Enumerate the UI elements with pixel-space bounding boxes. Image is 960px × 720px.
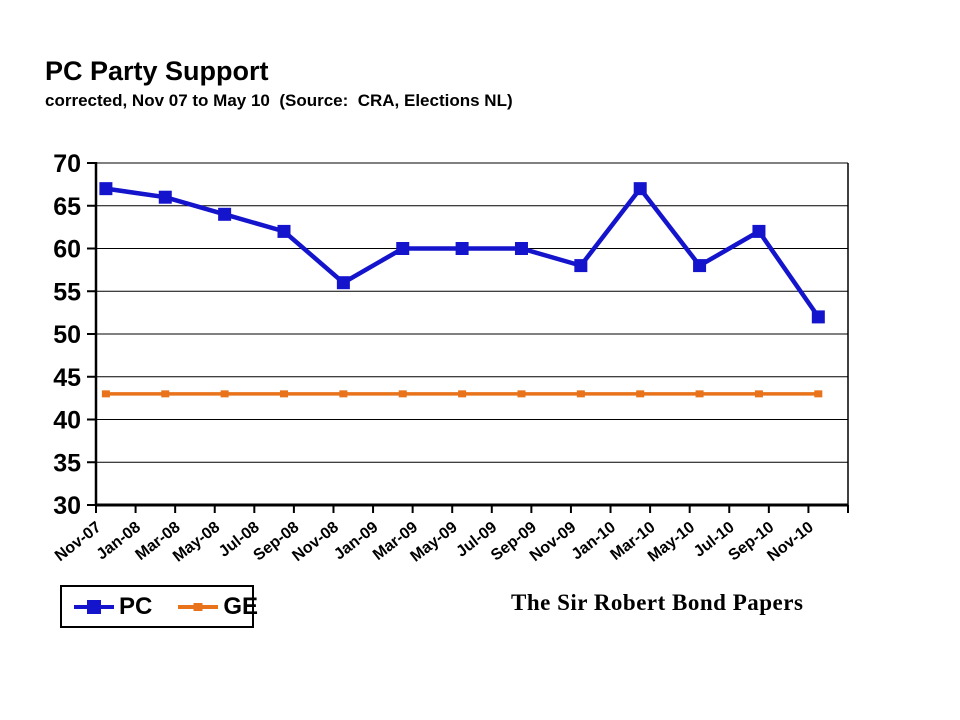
ge-series-marker [814, 390, 823, 398]
pc-series-marker [574, 259, 588, 273]
x-tick-label: Nov-08 [289, 519, 342, 565]
ge-series-marker [220, 390, 229, 398]
chart-legend: PC GE [60, 585, 258, 628]
chart-title: PC Party Support [45, 56, 269, 86]
legend-item-pc: PC [74, 592, 153, 620]
ge-series-marker [576, 390, 585, 398]
ge-series-marker [280, 390, 288, 398]
x-tick-label: Nov-07 [52, 519, 105, 565]
pc-series-marker [99, 182, 113, 196]
y-tick-label: 70 [53, 150, 81, 178]
ge-series-marker [517, 390, 526, 398]
ge-marker-icon [193, 602, 203, 611]
pc-series-marker [514, 242, 528, 255]
y-tick-label: 40 [53, 407, 81, 435]
pc-series-marker [811, 310, 825, 324]
pc-series-marker [336, 276, 350, 290]
ge-series-marker [101, 390, 110, 398]
x-tick-label: Nov-10 [764, 519, 817, 565]
ge-series-marker [398, 390, 407, 398]
pc-series-marker [633, 182, 647, 196]
legend-label-pc: PC [119, 592, 153, 620]
ge-series-marker [458, 390, 467, 398]
pc-series-marker [693, 259, 707, 273]
ge-series-marker [161, 390, 170, 398]
pc-series-marker [396, 242, 410, 255]
pc-marker-icon [87, 599, 101, 614]
y-tick-label: 55 [53, 278, 81, 306]
ge-series-marker [636, 390, 645, 398]
y-tick-label: 35 [53, 449, 81, 477]
pc-series-marker [752, 224, 766, 238]
ge-series-marker [754, 390, 763, 398]
legend-item-ge: GE [178, 592, 259, 620]
y-tick-label: 60 [53, 236, 81, 264]
pc-series-marker [218, 207, 232, 221]
y-tick-label: 50 [53, 321, 81, 349]
watermark-text: The Sir Robert Bond Papers [511, 590, 804, 615]
chart-subtitle: corrected, Nov 07 to May 10 (Source: CRA… [45, 91, 513, 110]
y-tick-label: 45 [53, 364, 81, 392]
y-tick-label: 30 [53, 492, 81, 520]
y-tick-label: 65 [53, 193, 81, 221]
ge-series-swatch-icon [178, 598, 219, 616]
pc-series-swatch-icon [74, 598, 114, 616]
pc-series-marker [277, 224, 291, 238]
pc-series-marker [455, 242, 469, 255]
legend-label-ge: GE [223, 592, 259, 620]
ge-series-marker [339, 390, 348, 398]
ge-series-marker [695, 390, 704, 398]
pc-series-marker [158, 190, 172, 204]
x-tick-label: Nov-09 [527, 519, 580, 565]
